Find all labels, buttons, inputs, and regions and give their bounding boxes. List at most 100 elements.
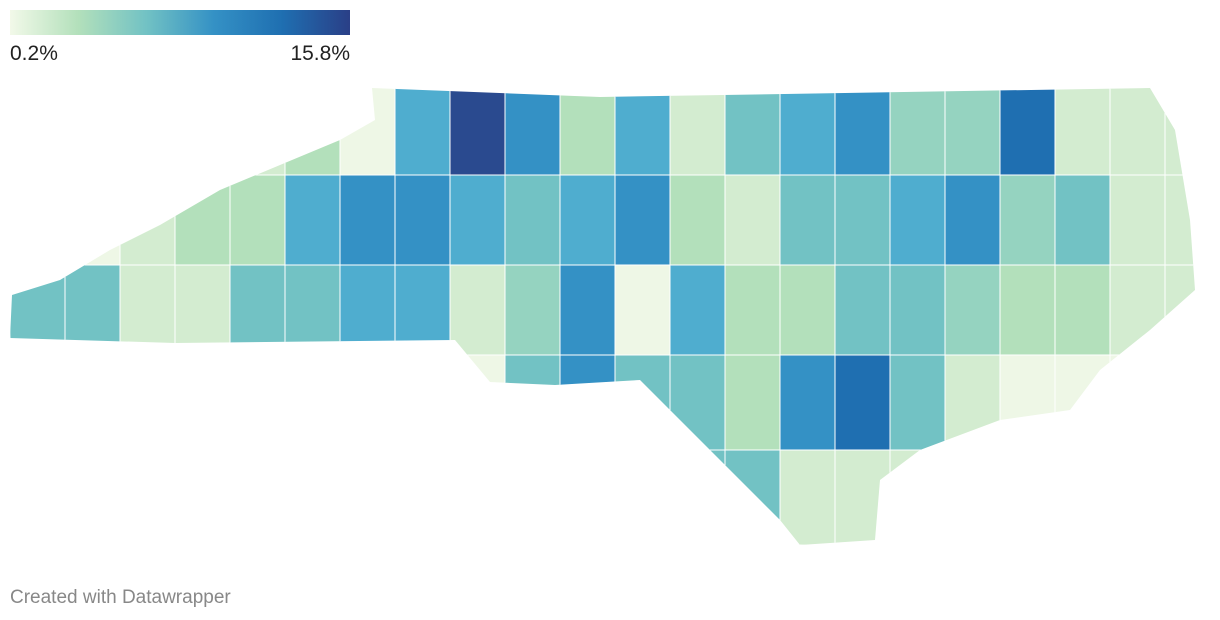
county-region — [889, 174, 946, 266]
county-region — [834, 354, 891, 451]
county-region — [284, 354, 341, 451]
county-region — [1164, 354, 1195, 451]
county-region — [779, 264, 836, 356]
legend-min-label: 0.2% — [10, 42, 58, 65]
legend-max-label: 15.8% — [290, 42, 350, 65]
county-region — [229, 449, 286, 545]
county-region — [669, 354, 726, 451]
county-region — [999, 264, 1056, 356]
county-region — [10, 449, 66, 545]
county-region — [449, 354, 506, 451]
county-region — [10, 354, 66, 451]
county-region — [1109, 354, 1166, 451]
county-region — [724, 354, 781, 451]
county-region — [834, 449, 891, 545]
county-region — [394, 354, 451, 451]
county-region — [724, 88, 781, 176]
county-region — [284, 88, 341, 176]
county-region — [834, 174, 891, 266]
county-region — [394, 449, 451, 545]
county-region — [64, 174, 121, 266]
county-region — [889, 264, 946, 356]
county-region — [724, 449, 781, 545]
county-region — [1054, 88, 1111, 176]
county-region — [339, 264, 396, 356]
county-region — [834, 88, 891, 176]
county-region — [504, 174, 561, 266]
county-region — [449, 449, 506, 545]
county-region — [1164, 174, 1195, 266]
county-region — [944, 88, 1001, 176]
map — [10, 88, 1195, 545]
county-region — [1109, 449, 1166, 545]
county-region — [559, 264, 616, 356]
county-region — [229, 174, 286, 266]
county-region — [174, 174, 231, 266]
county-region — [449, 88, 506, 176]
county-region — [999, 88, 1056, 176]
county-region — [559, 174, 616, 266]
county-region — [669, 449, 726, 545]
county-region — [174, 354, 231, 451]
county-region — [1109, 264, 1166, 356]
county-region — [284, 174, 341, 266]
county-region — [119, 264, 176, 356]
county-region — [119, 449, 176, 545]
county-region — [1109, 88, 1166, 176]
county-region — [229, 88, 286, 176]
county-region — [504, 264, 561, 356]
county-region — [779, 449, 836, 545]
county-region — [284, 264, 341, 356]
county-region — [1109, 174, 1166, 266]
county-region — [10, 88, 66, 176]
county-region — [559, 354, 616, 451]
county-region — [229, 354, 286, 451]
county-region — [999, 354, 1056, 451]
county-region — [1164, 264, 1195, 356]
county-region — [174, 449, 231, 545]
county-region — [339, 354, 396, 451]
county-region — [64, 264, 121, 356]
county-region — [10, 174, 66, 266]
legend-gradient — [10, 10, 350, 35]
county-region — [64, 449, 121, 545]
county-region — [614, 174, 671, 266]
county-region — [449, 264, 506, 356]
county-region — [669, 264, 726, 356]
county-region — [944, 354, 1001, 451]
county-region — [999, 174, 1056, 266]
county-region — [614, 449, 671, 545]
county-region — [944, 449, 1001, 545]
county-region — [724, 174, 781, 266]
county-region — [174, 264, 231, 356]
county-region — [614, 88, 671, 176]
county-region — [449, 174, 506, 266]
county-region — [944, 174, 1001, 266]
county-region — [64, 354, 121, 451]
county-region — [614, 354, 671, 451]
county-region — [834, 264, 891, 356]
county-region — [669, 88, 726, 176]
county-region — [889, 354, 946, 451]
county-region — [1054, 449, 1111, 545]
county-region — [504, 449, 561, 545]
county-region — [394, 264, 451, 356]
county-region — [339, 174, 396, 266]
county-region — [999, 449, 1056, 545]
county-region — [1054, 354, 1111, 451]
county-region — [119, 88, 176, 176]
county-region — [889, 449, 946, 545]
county-region — [1054, 264, 1111, 356]
footer: Created with Datawrapper — [10, 587, 231, 608]
county-region — [284, 449, 341, 545]
county-region — [779, 174, 836, 266]
county-region — [1164, 88, 1195, 176]
county-region — [394, 174, 451, 266]
county-region — [779, 354, 836, 451]
county-region — [614, 264, 671, 356]
county-region — [10, 264, 66, 356]
county-region — [119, 174, 176, 266]
county-region — [669, 174, 726, 266]
